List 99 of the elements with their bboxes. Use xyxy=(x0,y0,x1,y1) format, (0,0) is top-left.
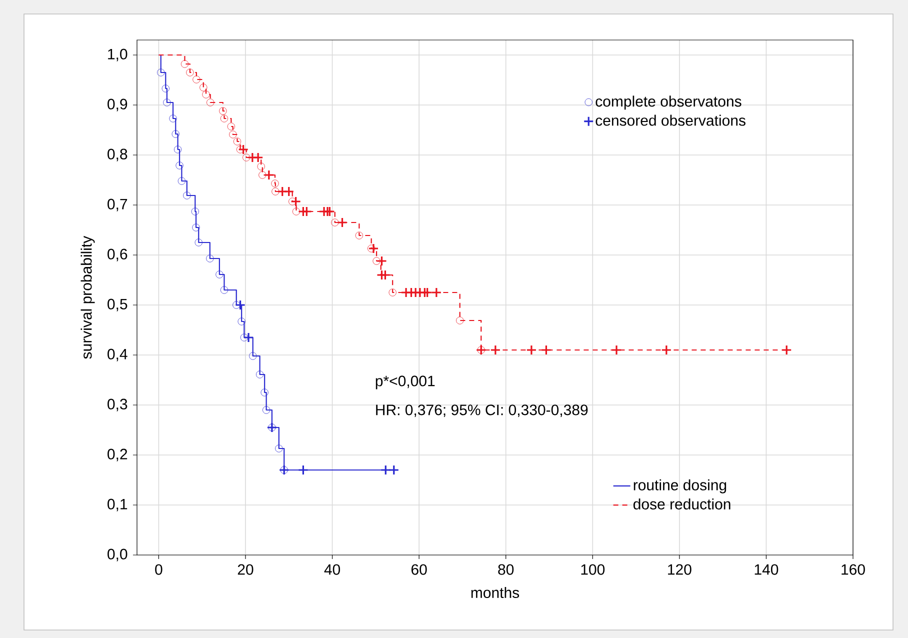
point xyxy=(368,244,376,252)
point xyxy=(192,76,200,84)
y-tick-label: 0,5 xyxy=(108,298,128,312)
point xyxy=(380,270,391,280)
point xyxy=(242,154,250,162)
point xyxy=(200,84,208,92)
x-tick-label: 160 xyxy=(842,564,865,575)
point xyxy=(372,257,380,265)
x-tick-label: 0 xyxy=(155,564,162,575)
annotation: p*<0,001 xyxy=(376,376,435,390)
x-tick-label: 40 xyxy=(324,564,340,575)
x-tick-label: 140 xyxy=(754,564,778,575)
point xyxy=(176,162,184,170)
point xyxy=(262,406,270,414)
point xyxy=(206,254,214,262)
point xyxy=(243,332,254,343)
point xyxy=(292,208,300,216)
point xyxy=(238,144,249,155)
x-tick-label: 100 xyxy=(581,564,605,575)
point xyxy=(258,171,266,179)
point xyxy=(388,288,396,296)
point xyxy=(183,192,191,200)
point xyxy=(380,464,391,476)
legend-label: routine dosing xyxy=(634,479,726,494)
y-tick-label: 0,1 xyxy=(108,498,128,512)
point xyxy=(272,188,280,196)
point xyxy=(331,218,339,226)
y-tick-label: 0,3 xyxy=(108,398,128,412)
point xyxy=(388,464,400,476)
point xyxy=(202,90,210,98)
point xyxy=(355,232,363,240)
point xyxy=(298,464,309,476)
point xyxy=(232,301,240,309)
y-tick-label: 1,0 xyxy=(108,48,128,62)
point xyxy=(288,198,296,206)
point xyxy=(163,98,171,106)
x-tick-label: 120 xyxy=(668,564,692,575)
y-tick-label: 0,6 xyxy=(108,248,128,262)
point xyxy=(661,344,672,356)
x-tick-label: 20 xyxy=(238,564,254,575)
point xyxy=(290,196,302,207)
point xyxy=(216,270,224,278)
y-axis-title: survival probability xyxy=(80,236,95,359)
point xyxy=(229,130,237,138)
point xyxy=(206,98,214,106)
legend-label: censored observations xyxy=(596,114,746,126)
x-tick-label: 60 xyxy=(411,564,427,575)
point xyxy=(186,68,194,76)
point xyxy=(219,107,227,115)
point xyxy=(376,256,388,266)
point xyxy=(368,243,379,254)
point xyxy=(256,370,264,378)
point xyxy=(422,287,433,298)
point xyxy=(172,130,180,138)
point xyxy=(174,146,182,154)
point xyxy=(162,84,170,92)
x-axis-title: months xyxy=(471,587,520,598)
point xyxy=(191,208,199,216)
point xyxy=(271,180,279,188)
legend-label: dose reduction xyxy=(633,498,730,510)
point xyxy=(240,334,248,342)
point xyxy=(252,152,264,163)
point xyxy=(611,344,622,356)
point xyxy=(336,217,348,228)
point xyxy=(264,170,274,180)
point xyxy=(178,177,186,185)
point xyxy=(233,138,242,146)
point xyxy=(456,316,464,324)
point xyxy=(238,318,246,326)
point xyxy=(227,122,235,130)
legend-label: complete observatons xyxy=(596,96,742,110)
y-tick-label: 0,8 xyxy=(108,148,128,162)
annotation: HR: 0,376; 95% CI: 0,330-0,389 xyxy=(376,404,588,417)
y-tick-label: 0,4 xyxy=(108,348,128,362)
y-tick-label: 0,0 xyxy=(108,548,128,562)
point xyxy=(301,206,312,217)
point xyxy=(526,344,537,356)
point xyxy=(194,238,202,246)
y-tick-label: 0,2 xyxy=(108,448,128,462)
point xyxy=(275,444,283,452)
point xyxy=(540,344,552,356)
point xyxy=(490,344,501,356)
point xyxy=(781,344,792,356)
point xyxy=(192,224,200,232)
x-tick-label: 80 xyxy=(498,564,514,575)
point xyxy=(220,114,228,122)
point xyxy=(284,186,294,197)
point xyxy=(249,352,257,360)
point xyxy=(220,286,228,294)
y-tick-label: 0,9 xyxy=(108,98,128,112)
point xyxy=(236,146,244,154)
point xyxy=(431,287,442,298)
point xyxy=(257,162,265,170)
point xyxy=(260,388,268,396)
y-tick-label: 0,7 xyxy=(108,198,128,212)
point xyxy=(180,60,189,68)
point xyxy=(234,300,246,310)
point xyxy=(169,114,177,122)
point xyxy=(157,68,165,76)
